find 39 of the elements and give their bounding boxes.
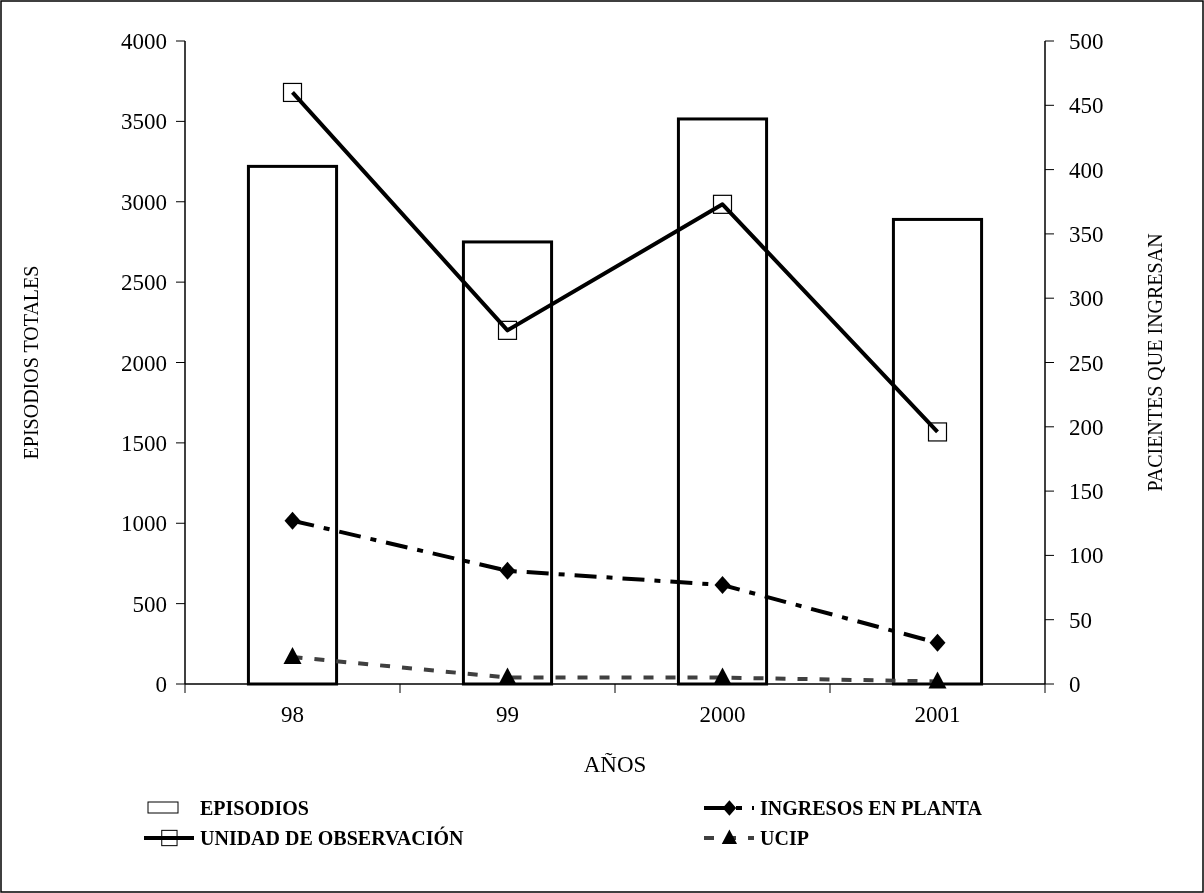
- y2-tick-label: 300: [1069, 286, 1104, 312]
- y-tick-label: 3000: [121, 189, 167, 215]
- y2-tick-label: 250: [1069, 350, 1104, 376]
- y-tick-label: 1500: [121, 430, 167, 456]
- y2-tick-label: 150: [1069, 479, 1104, 505]
- y-tick-label: 2000: [121, 350, 167, 376]
- y2-tick-label: 350: [1069, 221, 1104, 247]
- legend-label: UCIP: [760, 827, 809, 849]
- y-tick-label: 3500: [121, 109, 167, 135]
- y-tick-label: 0: [155, 672, 167, 698]
- y2-tick-label: 100: [1069, 543, 1104, 569]
- x-tick-label: 98: [281, 702, 304, 727]
- y2-tick-label: 450: [1069, 93, 1104, 119]
- legend-label: INGRESOS EN PLANTA: [760, 797, 983, 819]
- y-tick-label: 4000: [121, 29, 167, 55]
- y2-tick-label: 500: [1069, 29, 1104, 55]
- y-axis-title: EPISODIOS TOTALES: [20, 265, 42, 460]
- x-tick-label: 2001: [914, 702, 961, 727]
- point: [284, 511, 301, 530]
- y2-tick-label: 50: [1069, 607, 1092, 633]
- point: [499, 561, 516, 580]
- point: [712, 194, 733, 214]
- x-tick-label: 99: [496, 702, 519, 727]
- y-tick-label: 2500: [121, 270, 167, 296]
- point: [929, 633, 946, 652]
- y2-tick-label: 400: [1069, 157, 1104, 183]
- point: [282, 82, 303, 103]
- x-tick-label: 2000: [699, 702, 746, 727]
- legend-label: EPISODIOS: [200, 797, 309, 819]
- x-axis-title: AÑOS: [583, 752, 647, 777]
- y-tick-label: 1000: [121, 511, 167, 537]
- y2-tick-label: 0: [1069, 672, 1081, 698]
- y2-tick-label: 200: [1069, 414, 1104, 440]
- point: [714, 575, 731, 594]
- legend-label: UNIDAD DE OBSERVACIÓN: [200, 826, 464, 849]
- point: [497, 320, 518, 340]
- y2-axis-title: PACIENTES QUE INGRESAN: [1144, 233, 1166, 492]
- point: [927, 422, 948, 442]
- y-tick-label: 500: [132, 591, 167, 617]
